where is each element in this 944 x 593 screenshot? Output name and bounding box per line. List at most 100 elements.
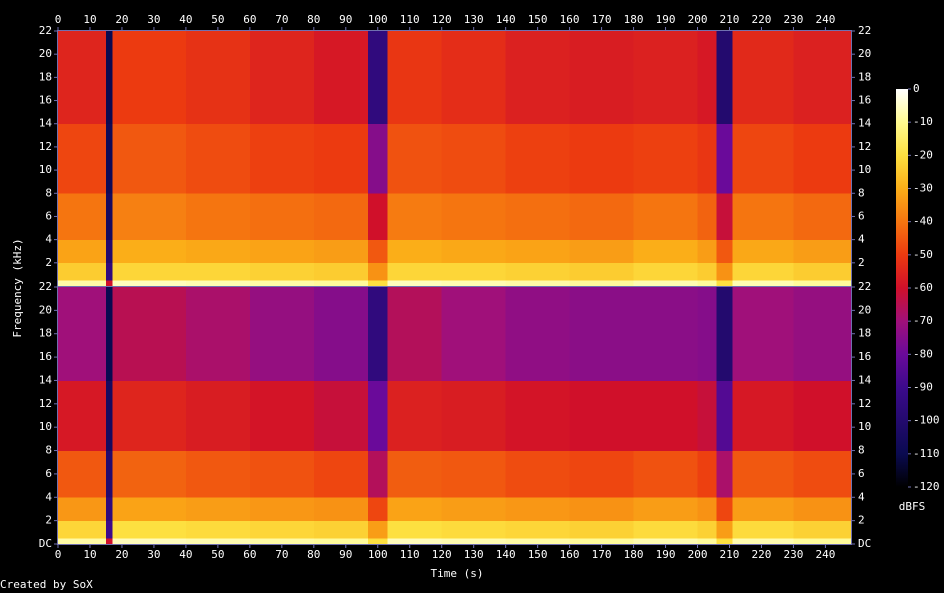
x-tick-label: 120 — [432, 13, 452, 26]
heatmap-cell — [716, 239, 733, 264]
heatmap-cell — [716, 193, 733, 240]
x-tick-label: 170 — [592, 13, 612, 26]
heatmap-cell — [505, 280, 570, 287]
x-tick-label: 240 — [815, 13, 835, 26]
heatmap-cell — [732, 31, 794, 125]
y-tick-label: 4 — [45, 490, 52, 503]
y-tick-label: 14 — [858, 373, 872, 386]
heatmap-cell — [387, 193, 443, 240]
heatmap-cell — [368, 520, 388, 539]
heatmap-cell — [697, 520, 718, 539]
heatmap-cell — [633, 280, 698, 287]
y-tick-label: 6 — [45, 467, 52, 480]
y-tick-label: 20 — [858, 47, 871, 60]
heatmap-cell — [185, 262, 251, 281]
heatmap-cell — [697, 123, 718, 194]
heatmap-cell — [112, 497, 187, 521]
heatmap-cell — [185, 287, 251, 381]
heatmap-cell — [716, 497, 733, 521]
y-tick-label: 4 — [858, 233, 865, 246]
y-tick-label: 4 — [45, 233, 52, 246]
heatmap-cell — [112, 450, 187, 498]
colorbar-tick-label: -50 — [913, 248, 933, 261]
heatmap-cell — [368, 123, 388, 194]
heatmap-cell — [793, 262, 852, 281]
y-tick-label: 8 — [45, 444, 52, 457]
footer: Created by SoX — [0, 578, 93, 591]
heatmap-cell — [697, 31, 718, 125]
heatmap-cell — [716, 287, 733, 381]
heatmap-cell — [368, 262, 388, 281]
heatmap-cell — [112, 262, 187, 281]
heatmap-cell — [716, 520, 733, 539]
y-tick-label: 18 — [39, 70, 52, 83]
colorbar-tick-label: -70 — [913, 314, 933, 327]
heatmap-cell — [505, 450, 570, 498]
x-tick-label: 230 — [784, 548, 804, 561]
heatmap-cell — [249, 380, 315, 451]
heatmap-cell — [368, 380, 388, 451]
y-tick-label: 20 — [39, 47, 52, 60]
x-tick-label: 160 — [560, 13, 580, 26]
y-tick-label: 16 — [858, 350, 871, 363]
y-tick-label: 14 — [858, 117, 872, 130]
heatmap-cell — [185, 380, 251, 451]
x-tick-label: 10 — [83, 13, 96, 26]
heatmap-cell — [58, 123, 107, 194]
y-tick-label: 14 — [39, 117, 53, 130]
x-tick-label: 100 — [368, 13, 388, 26]
y-tick-label: 18 — [39, 327, 52, 340]
heatmap-cell — [58, 193, 107, 240]
y-tick-label: 8 — [45, 186, 52, 199]
heatmap-cell — [633, 380, 698, 451]
y-tick-label: 20 — [39, 303, 52, 316]
heatmap-cell — [185, 31, 251, 125]
heatmap-cell — [249, 280, 315, 287]
heatmap-cell — [387, 497, 443, 521]
x-tick-label: 150 — [528, 13, 548, 26]
x-tick-label: 130 — [464, 13, 484, 26]
heatmap-cell — [185, 538, 251, 545]
x-tick-label: 230 — [784, 13, 804, 26]
x-tick-label: 110 — [400, 13, 420, 26]
heatmap-cell — [793, 193, 852, 240]
heatmap-cell — [697, 262, 718, 281]
x-tick-label: 50 — [211, 548, 224, 561]
heatmap-cell — [185, 280, 251, 287]
y-tick-label: 14 — [39, 373, 53, 386]
colorbar-tick-label: -60 — [913, 281, 933, 294]
heatmap-cell — [368, 450, 388, 498]
heatmap-cell — [569, 497, 634, 521]
heatmap-cell — [185, 520, 251, 539]
heatmap-cell — [105, 287, 113, 381]
y-tick-label: 22 — [39, 280, 52, 293]
heatmap-cell — [58, 239, 107, 264]
heatmap-cell — [732, 450, 794, 498]
heatmap-cell — [569, 239, 634, 264]
heatmap-cell — [793, 239, 852, 264]
x-tick-label: 240 — [815, 548, 835, 561]
colorbar-tick-label: -90 — [913, 381, 933, 394]
heatmap-cell — [368, 287, 388, 381]
x-tick-label: 160 — [560, 548, 580, 561]
x-tick-label: 60 — [243, 13, 256, 26]
heatmap-cell — [387, 280, 443, 287]
heatmap-cell — [633, 287, 698, 381]
heatmap-cell — [441, 450, 506, 498]
y-tick-label: 22 — [858, 24, 871, 37]
heatmap-cell — [105, 380, 113, 451]
heatmap-cell — [249, 450, 315, 498]
y-tick-label: 2 — [858, 514, 865, 527]
heatmap-cell — [368, 280, 388, 287]
y-tick-label: 10 — [39, 420, 52, 433]
x-tick-label: 90 — [339, 13, 352, 26]
heatmap-cell — [505, 520, 570, 539]
heatmap-cell — [368, 193, 388, 240]
heatmap-cell — [58, 287, 107, 381]
heatmap-cell — [441, 239, 506, 264]
x-tick-label: 80 — [307, 548, 320, 561]
heatmap-cell — [732, 193, 794, 240]
heatmap-cell — [249, 520, 315, 539]
heatmap-cell — [633, 31, 698, 125]
